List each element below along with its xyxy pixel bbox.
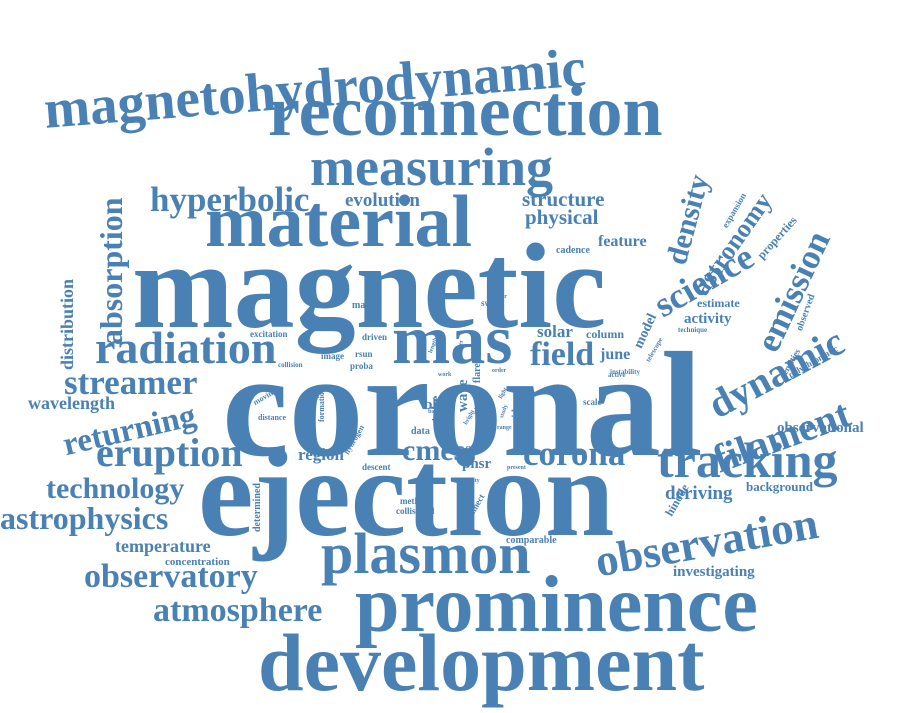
- word-deriving: deriving: [665, 483, 733, 504]
- word-cmes: cmes: [402, 434, 466, 467]
- word-wavelength: wavelength: [28, 393, 115, 413]
- word-magnetic: magnetic: [132, 219, 607, 354]
- word-investigating: investigating: [673, 564, 755, 580]
- word-formation: formation: [317, 387, 326, 422]
- word-field: field: [530, 336, 595, 373]
- word-corona: corona: [523, 434, 626, 473]
- word-driven: driven: [362, 332, 388, 342]
- word-mas: mas: [392, 302, 513, 379]
- word-background: background: [746, 479, 813, 494]
- word-radiation: radiation: [95, 322, 277, 373]
- word-development: development: [258, 617, 705, 708]
- word-structure: structure: [522, 187, 605, 211]
- word-mauna: mauna: [352, 300, 382, 311]
- word-rsun: rsun: [355, 349, 373, 359]
- word-instability: instability: [610, 368, 640, 376]
- word-active: active: [608, 371, 626, 379]
- word-proba: proba: [350, 361, 373, 371]
- word-plasmon: plasmon: [321, 521, 531, 586]
- word-streamer: streamer: [64, 363, 198, 402]
- word-solar: solar: [537, 322, 573, 341]
- word-determined: determined: [252, 483, 263, 532]
- word-present: present: [507, 465, 526, 471]
- word-descent: descent: [362, 462, 391, 472]
- word-evolution: evolution: [345, 190, 420, 211]
- word-absorption: absorption: [93, 197, 129, 345]
- word-reconnection: reconnection: [268, 71, 663, 151]
- word-excitation: excitation: [250, 329, 288, 339]
- word-tracking: tracking: [657, 432, 838, 488]
- word-image: image: [321, 351, 344, 361]
- word-event: event: [466, 445, 480, 451]
- word-regular: regular: [488, 294, 507, 300]
- word-june: june: [600, 346, 631, 363]
- word-astrophysics: astrophysics: [0, 500, 169, 536]
- word-observatory: observatory: [84, 558, 258, 595]
- word-measuring: measuring: [310, 137, 553, 197]
- word-order: order: [492, 368, 507, 374]
- word-technology: technology: [46, 472, 185, 505]
- word-swap: swap: [481, 298, 501, 308]
- word-ejection: ejection: [198, 425, 615, 563]
- word-method: method: [400, 496, 429, 506]
- word-cadence: cadence: [556, 245, 590, 256]
- word-material: material: [205, 181, 473, 263]
- word-hyperbolic: hyperbolic: [150, 180, 310, 219]
- word-feature: feature: [598, 233, 647, 250]
- word-concentration: concentration: [165, 556, 230, 568]
- word-opacity: opacity: [461, 478, 480, 484]
- word-observational: observational: [777, 420, 864, 436]
- word-region: region: [298, 445, 344, 464]
- word-coronal: coronal: [222, 322, 703, 488]
- word-wave: wave: [455, 379, 471, 413]
- word-collision: collision: [278, 361, 303, 369]
- word-phsr: phsr: [462, 456, 492, 472]
- word-eruption: eruption: [96, 430, 243, 475]
- word-blob: blob: [424, 397, 453, 413]
- word-evidence: evidence: [511, 390, 522, 427]
- word-comparable: comparable: [506, 535, 557, 546]
- word-atmosphere: atmosphere: [153, 592, 323, 629]
- word-temperature: temperature: [115, 536, 211, 556]
- word-collisional: collisional: [396, 506, 435, 516]
- word-estimate: estimate: [697, 296, 740, 310]
- word-distance: distance: [258, 413, 286, 422]
- word-flare: flare: [472, 363, 483, 383]
- word-column: column: [586, 327, 625, 341]
- word-activity: activity: [684, 311, 732, 327]
- word-range: range: [497, 425, 512, 431]
- word-data: data: [411, 426, 430, 437]
- word-scale: scale: [583, 397, 602, 407]
- word-band: band: [428, 409, 442, 415]
- word-technique: technique: [678, 326, 708, 334]
- word-work: work: [438, 372, 452, 378]
- word-prominence: prominence: [355, 561, 758, 649]
- word-distribution: distribution: [57, 278, 77, 370]
- word-physical: physical: [525, 205, 599, 229]
